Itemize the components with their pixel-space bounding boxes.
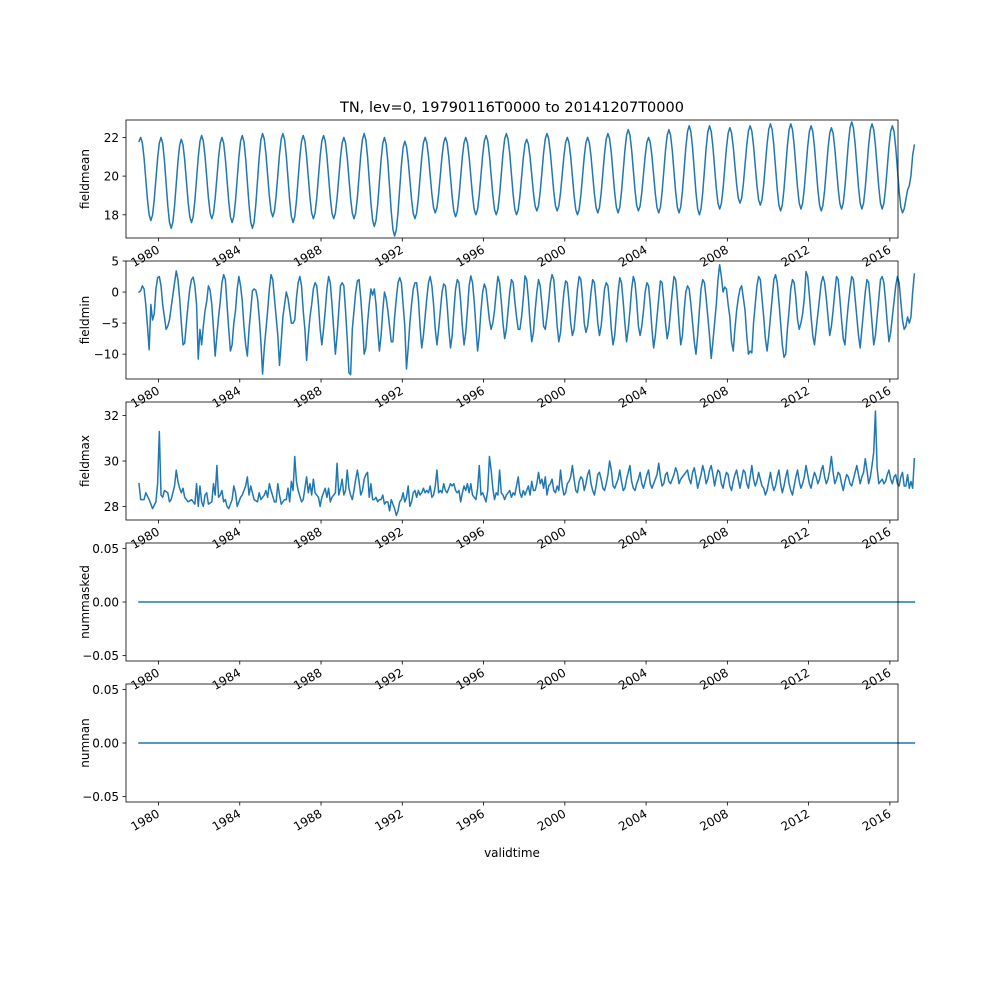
y-tick-label-fieldmax: 32 [104, 409, 119, 423]
y-tick-label-fieldmin: 5 [111, 255, 119, 269]
y-tick-label-fieldmean: 20 [104, 170, 119, 184]
series-line-fieldmax [138, 410, 916, 517]
y-tick-label-numnan: −0.05 [82, 790, 119, 804]
y-tick-label-fieldmin: −10 [94, 348, 119, 362]
y-tick-label-fieldmin: −5 [101, 317, 119, 331]
y-tick-label-fieldmean: 18 [104, 208, 119, 222]
figure-title: TN, lev=0, 19790116T0000 to 20141207T000… [339, 100, 684, 116]
y-axis-label-fieldmean: fieldmean [78, 149, 92, 209]
series-line-fieldmean [138, 121, 916, 237]
y-tick-label-nummasked: −0.05 [82, 649, 119, 663]
series-line-fieldmin [137, 263, 916, 376]
axes-frame-fieldmean [125, 119, 899, 239]
y-axis-label-numnan: numnan [78, 718, 92, 767]
y-axis-label-fieldmin: fieldmin [78, 296, 92, 345]
y-tick-label-numnan: 0.05 [92, 683, 119, 697]
x-axis-label: validtime [484, 846, 540, 860]
y-tick-label-fieldmax: 28 [104, 500, 119, 514]
y-axis-label-nummasked: nummasked [78, 565, 92, 639]
y-tick-label-nummasked: 0.00 [92, 596, 119, 610]
y-tick-label-fieldmean: 22 [104, 131, 119, 145]
y-tick-label-nummasked: 0.05 [92, 542, 119, 556]
y-tick-label-fieldmin: 0 [111, 286, 119, 300]
y-axis-label-fieldmax: fieldmax [78, 435, 92, 487]
y-tick-label-fieldmax: 30 [104, 455, 119, 469]
axes-frame-fieldmin [125, 260, 899, 380]
y-tick-label-numnan: 0.00 [92, 737, 119, 751]
